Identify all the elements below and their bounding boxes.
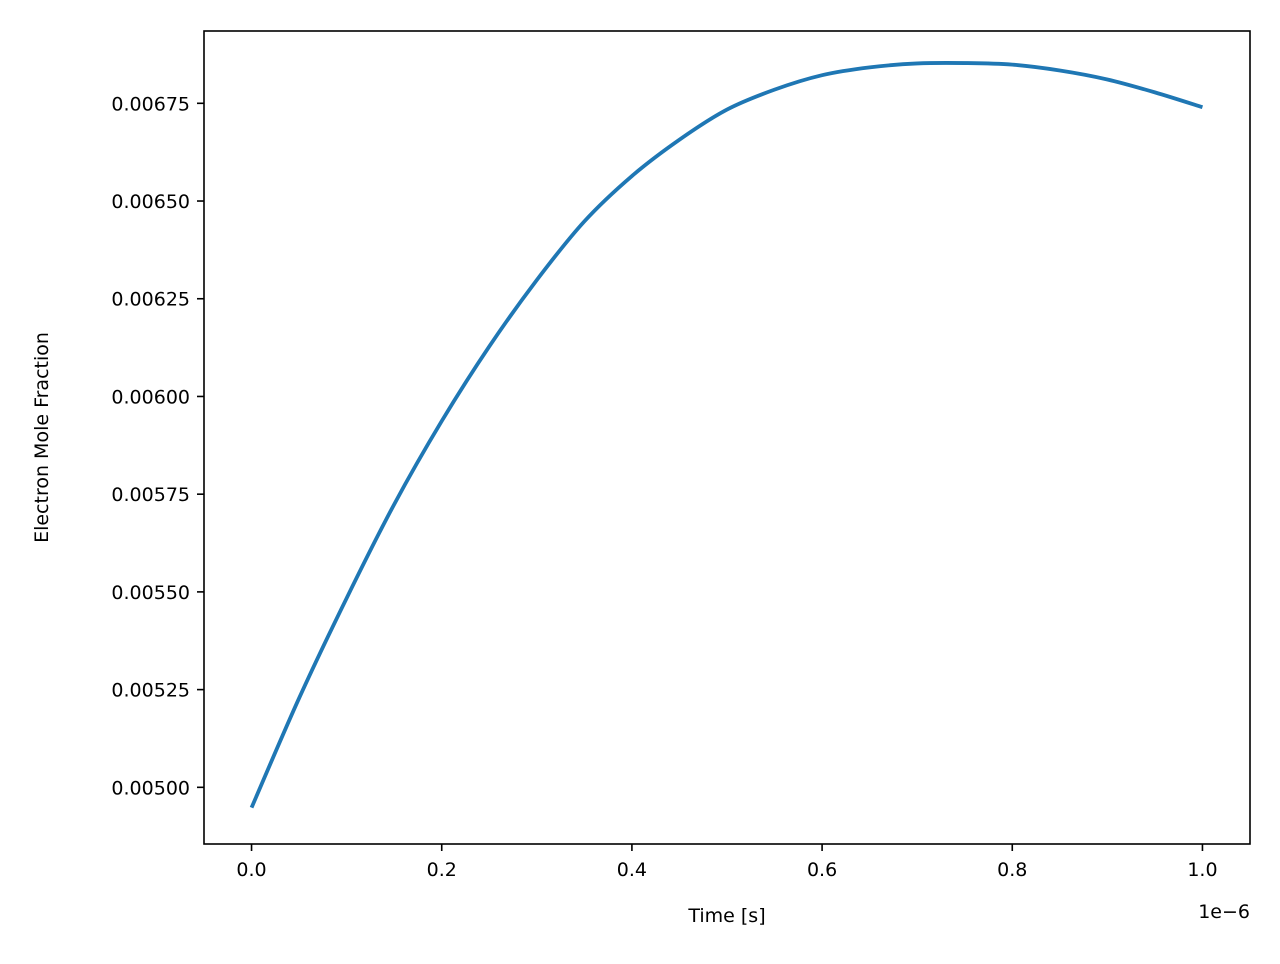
series-layer — [249, 61, 1204, 809]
y-tick-label: 0.00550 — [111, 582, 190, 604]
x-axis-offset-label: 1e−6 — [1198, 901, 1250, 923]
x-tick-label: 0.2 — [427, 859, 457, 881]
y-tick-label: 0.00600 — [111, 386, 190, 408]
x-tick-label: 0.8 — [997, 859, 1027, 881]
y-axis-label: Electron Mole Fraction — [31, 332, 53, 543]
x-tick-label: 0.6 — [807, 859, 837, 881]
x-axis-ticks: 0.0 0.2 0.4 0.6 0.8 1.0 — [236, 844, 1218, 881]
axes-frame — [203, 30, 1251, 845]
series-line — [249, 61, 1204, 809]
x-tick-label: 0.4 — [617, 859, 647, 881]
y-tick-label: 0.00650 — [111, 191, 190, 213]
y-tick-label: 0.00675 — [111, 93, 190, 115]
x-tick-label: 1.0 — [1187, 859, 1217, 881]
y-tick-label: 0.00500 — [111, 777, 190, 799]
y-tick-label: 0.00525 — [111, 680, 190, 702]
y-axis-ticks: 0.00500 0.00525 0.00550 0.00575 0.00600 0.006… — [111, 93, 204, 799]
x-axis-label: Time [s] — [687, 905, 765, 927]
y-tick-label: 0.00625 — [111, 289, 190, 311]
y-tick-label: 0.00575 — [111, 484, 190, 506]
x-tick-label: 0.0 — [236, 859, 266, 881]
